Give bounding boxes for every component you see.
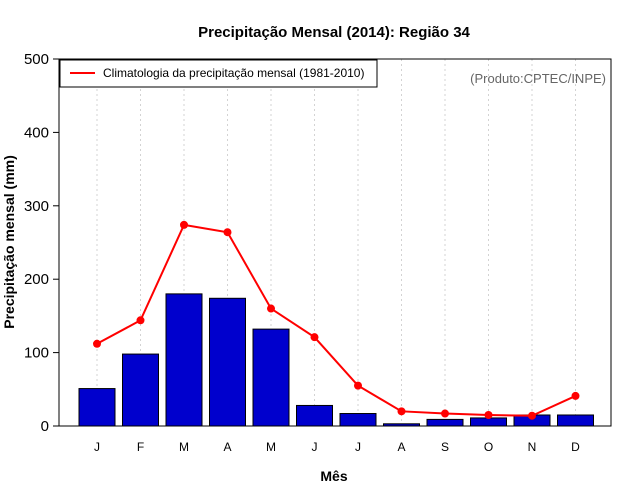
x-tick-label: A bbox=[397, 440, 405, 454]
y-tick-label: 0 bbox=[41, 418, 49, 435]
legend-label: Climatologia da precipitação mensal (198… bbox=[103, 66, 364, 80]
climatology-point bbox=[310, 333, 319, 342]
climatology-point bbox=[267, 304, 275, 313]
y-axis: 0 100 200 300 400 500 bbox=[24, 51, 59, 435]
x-tick-label: J bbox=[94, 440, 100, 454]
y-tick-label: 400 bbox=[24, 124, 49, 141]
legend-box bbox=[59, 59, 378, 88]
bar bbox=[78, 388, 116, 427]
climatology-point bbox=[484, 410, 493, 419]
y-axis-label: Precipitação mensal (mm) bbox=[1, 155, 17, 329]
bars-layer bbox=[78, 293, 594, 427]
chart-title: Precipitação Mensal (2014): Região 34 bbox=[198, 24, 470, 41]
bar bbox=[209, 297, 246, 427]
line-layer bbox=[93, 220, 580, 420]
bar bbox=[557, 414, 594, 427]
x-axis-label: Mês bbox=[320, 468, 347, 484]
x-tick-label: J bbox=[312, 440, 318, 454]
x-tick-label: O bbox=[484, 440, 493, 454]
climatology-point bbox=[528, 411, 536, 420]
credit-text: (Produto:CPTEC/INPE) bbox=[470, 71, 606, 86]
plot-frame bbox=[58, 58, 612, 427]
x-tick-label: A bbox=[223, 440, 231, 454]
climatology-point bbox=[354, 381, 362, 390]
y-tick-label: 500 bbox=[24, 51, 49, 68]
x-tick-label: S bbox=[441, 440, 449, 454]
x-tick-label: D bbox=[571, 440, 580, 454]
climatology-point bbox=[223, 228, 232, 237]
y-tick-label: 300 bbox=[24, 198, 49, 215]
x-tick-label: M bbox=[266, 440, 276, 454]
bar bbox=[296, 404, 333, 427]
bar bbox=[122, 353, 159, 427]
legend: Climatologia da precipitação mensal (198… bbox=[59, 59, 378, 88]
climatology-point bbox=[136, 316, 145, 325]
climatology-point bbox=[397, 407, 406, 416]
climatology-point bbox=[441, 409, 449, 418]
x-tick-label: J bbox=[355, 440, 361, 454]
y-tick-label: 200 bbox=[24, 271, 49, 288]
climatology-point bbox=[571, 391, 580, 400]
climatology-line bbox=[96, 223, 576, 417]
x-tick-label: N bbox=[528, 440, 537, 454]
bar bbox=[426, 418, 464, 427]
x-tick-label: F bbox=[137, 440, 144, 454]
bar bbox=[165, 293, 203, 427]
bar bbox=[339, 413, 377, 427]
bar bbox=[470, 417, 507, 427]
bar bbox=[252, 328, 290, 427]
y-tick-label: 100 bbox=[24, 345, 49, 362]
x-tick-label: M bbox=[179, 440, 189, 454]
climatology-point bbox=[93, 339, 101, 348]
climatology-point bbox=[180, 220, 188, 229]
